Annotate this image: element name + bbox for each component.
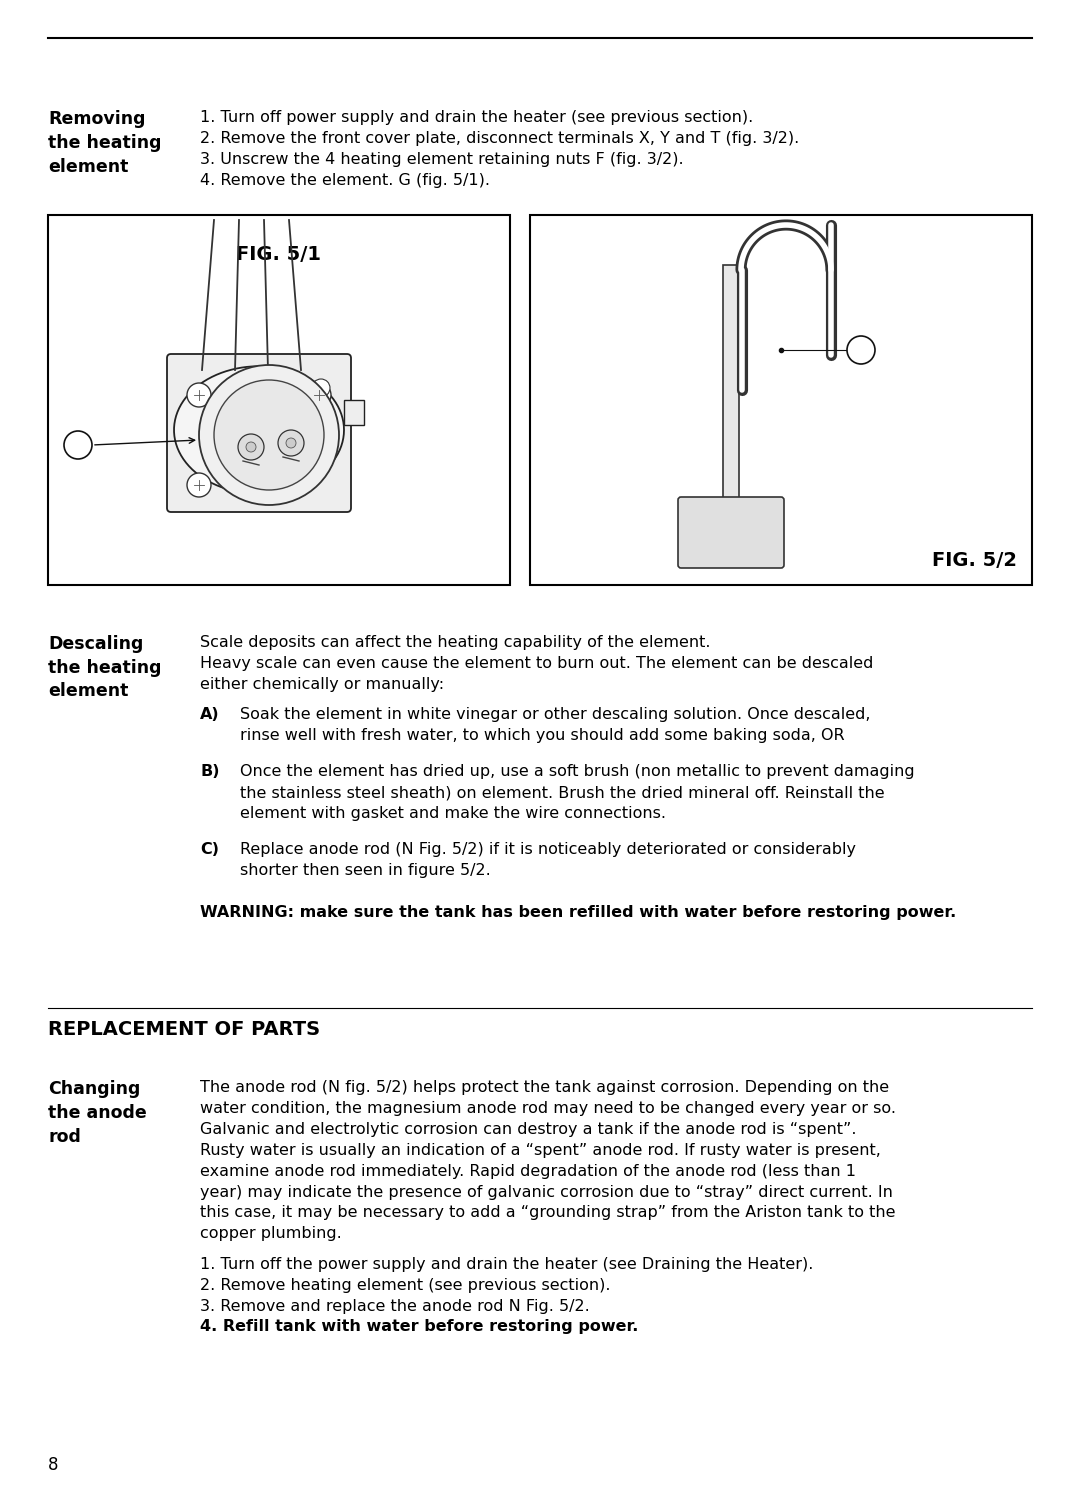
FancyBboxPatch shape <box>167 354 351 512</box>
Text: Descaling: Descaling <box>48 635 144 653</box>
Text: 3. Unscrew the 4 heating element retaining nuts F (fig. 3/2).: 3. Unscrew the 4 heating element retaini… <box>200 151 684 166</box>
Text: 2. Remove heating element (see previous section).: 2. Remove heating element (see previous … <box>200 1278 610 1292</box>
Bar <box>530 215 1032 585</box>
Text: WARNING: make sure the tank has been refilled with water before restoring power.: WARNING: make sure the tank has been ref… <box>200 905 956 920</box>
Text: 4. Refill tank with water before restoring power.: 4. Refill tank with water before restori… <box>200 1319 638 1334</box>
Text: C): C) <box>200 842 219 857</box>
Text: the heating: the heating <box>48 659 162 677</box>
Text: Scale deposits can affect the heating capability of the element.: Scale deposits can affect the heating ca… <box>200 635 711 650</box>
Text: either chemically or manually:: either chemically or manually: <box>200 677 444 692</box>
Circle shape <box>214 379 324 490</box>
Text: The anode rod (N fig. 5/2) helps protect the tank against corrosion. Depending o: The anode rod (N fig. 5/2) helps protect… <box>200 1080 889 1095</box>
Text: element with gasket and make the wire connections.: element with gasket and make the wire co… <box>240 805 666 820</box>
Text: 4. Remove the element. G (fig. 5/1).: 4. Remove the element. G (fig. 5/1). <box>200 172 490 187</box>
Text: Rusty water is usually an indication of a “spent” anode rod. If rusty water is p: Rusty water is usually an indication of … <box>200 1142 881 1157</box>
FancyBboxPatch shape <box>678 497 784 568</box>
Text: Soak the element in white vinegar or other descaling solution. Once descaled,: Soak the element in white vinegar or oth… <box>240 707 870 722</box>
Circle shape <box>307 382 330 406</box>
Polygon shape <box>174 366 345 494</box>
Text: Replace anode rod (N Fig. 5/2) if it is noticeably deteriorated or considerably: Replace anode rod (N Fig. 5/2) if it is … <box>240 842 856 857</box>
Text: 1. Turn off the power supply and drain the heater (see Draining the Heater).: 1. Turn off the power supply and drain t… <box>200 1257 813 1272</box>
Text: the heating: the heating <box>48 134 162 151</box>
Text: REPLACEMENT OF PARTS: REPLACEMENT OF PARTS <box>48 1020 320 1040</box>
Circle shape <box>246 443 256 452</box>
Text: FIG. 5/1: FIG. 5/1 <box>237 245 322 264</box>
Circle shape <box>278 431 303 456</box>
Polygon shape <box>723 264 739 505</box>
Text: rinse well with fresh water, to which you should add some baking soda, OR: rinse well with fresh water, to which yo… <box>240 728 845 743</box>
Text: A): A) <box>200 707 219 722</box>
Text: 2. Remove the front cover plate, disconnect terminals X, Y and T (fig. 3/2).: 2. Remove the front cover plate, disconn… <box>200 131 799 147</box>
Text: examine anode rod immediately. Rapid degradation of the anode rod (less than 1: examine anode rod immediately. Rapid deg… <box>200 1163 856 1179</box>
Bar <box>48 215 510 585</box>
Text: Changing: Changing <box>48 1080 140 1098</box>
Text: 1. Turn off power supply and drain the heater (see previous section).: 1. Turn off power supply and drain the h… <box>200 110 753 125</box>
Text: year) may indicate the presence of galvanic corrosion due to “stray” direct curr: year) may indicate the presence of galva… <box>200 1185 893 1200</box>
Text: element: element <box>48 683 129 701</box>
Text: shorter then seen in figure 5/2.: shorter then seen in figure 5/2. <box>240 863 490 878</box>
Circle shape <box>187 382 211 406</box>
Text: element: element <box>48 157 129 175</box>
Text: Galvanic and electrolytic corrosion can destroy a tank if the anode rod is “spen: Galvanic and electrolytic corrosion can … <box>200 1121 856 1136</box>
Text: copper plumbing.: copper plumbing. <box>200 1227 341 1242</box>
Text: Removing: Removing <box>48 110 146 128</box>
Text: Heavy scale can even cause the element to burn out. The element can be descaled: Heavy scale can even cause the element t… <box>200 656 874 671</box>
Text: B): B) <box>200 765 219 780</box>
Circle shape <box>199 366 339 505</box>
Text: N: N <box>854 343 867 358</box>
Circle shape <box>64 431 92 459</box>
Text: water condition, the magnesium anode rod may need to be changed every year or so: water condition, the magnesium anode rod… <box>200 1102 896 1117</box>
Circle shape <box>238 434 264 459</box>
Text: rod: rod <box>48 1127 81 1145</box>
Circle shape <box>187 473 211 497</box>
Circle shape <box>847 335 875 364</box>
Circle shape <box>286 438 296 447</box>
Text: 8: 8 <box>48 1457 58 1475</box>
Text: the stainless steel sheath) on element. Brush the dried mineral off. Reinstall t: the stainless steel sheath) on element. … <box>240 786 885 801</box>
Text: Once the element has dried up, use a soft brush (non metallic to prevent damagin: Once the element has dried up, use a sof… <box>240 765 915 780</box>
Text: this case, it may be necessary to add a “grounding strap” from the Ariston tank : this case, it may be necessary to add a … <box>200 1206 895 1221</box>
Circle shape <box>312 379 330 397</box>
Text: G: G <box>72 438 84 452</box>
Text: 3. Remove and replace the anode rod N Fig. 5/2.: 3. Remove and replace the anode rod N Fi… <box>200 1298 590 1313</box>
Text: FIG. 5/2: FIG. 5/2 <box>932 552 1017 570</box>
Text: the anode: the anode <box>48 1103 147 1121</box>
Bar <box>345 400 364 425</box>
